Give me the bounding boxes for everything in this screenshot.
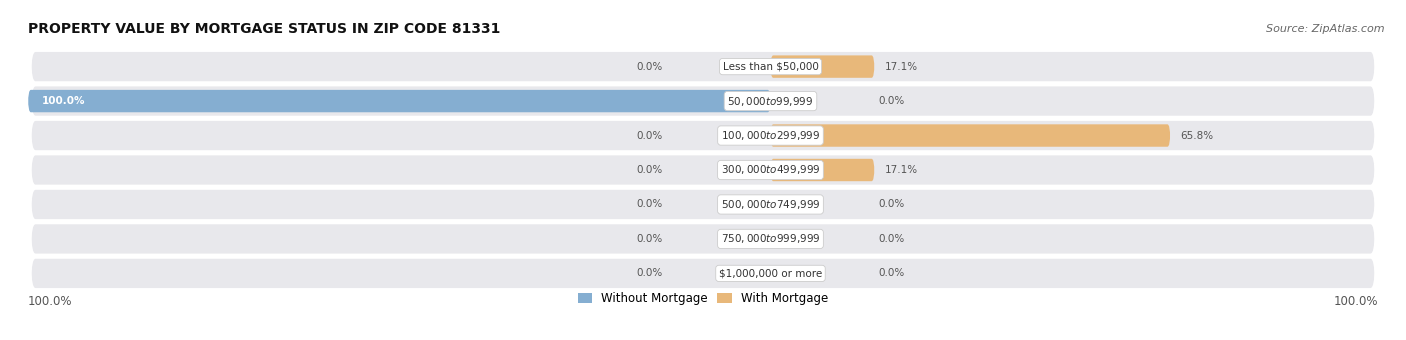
Text: 0.0%: 0.0% bbox=[637, 268, 662, 278]
FancyBboxPatch shape bbox=[28, 90, 770, 112]
FancyBboxPatch shape bbox=[31, 259, 1375, 288]
Legend: Without Mortgage, With Mortgage: Without Mortgage, With Mortgage bbox=[574, 288, 832, 310]
Text: Less than $50,000: Less than $50,000 bbox=[723, 62, 818, 72]
FancyBboxPatch shape bbox=[770, 124, 1170, 147]
FancyBboxPatch shape bbox=[770, 159, 875, 181]
Text: $300,000 to $499,999: $300,000 to $499,999 bbox=[721, 164, 820, 176]
Text: 0.0%: 0.0% bbox=[879, 268, 904, 278]
Text: 0.0%: 0.0% bbox=[637, 200, 662, 209]
FancyBboxPatch shape bbox=[31, 121, 1375, 150]
Text: 100.0%: 100.0% bbox=[1333, 295, 1378, 308]
Text: $100,000 to $299,999: $100,000 to $299,999 bbox=[721, 129, 820, 142]
Text: $50,000 to $99,999: $50,000 to $99,999 bbox=[727, 95, 814, 107]
Text: 0.0%: 0.0% bbox=[879, 234, 904, 244]
Text: Source: ZipAtlas.com: Source: ZipAtlas.com bbox=[1267, 24, 1385, 34]
FancyBboxPatch shape bbox=[31, 86, 1375, 116]
FancyBboxPatch shape bbox=[31, 224, 1375, 254]
Text: $1,000,000 or more: $1,000,000 or more bbox=[718, 268, 823, 278]
Text: 17.1%: 17.1% bbox=[884, 165, 918, 175]
FancyBboxPatch shape bbox=[770, 55, 875, 78]
Text: $500,000 to $749,999: $500,000 to $749,999 bbox=[721, 198, 820, 211]
Text: 65.8%: 65.8% bbox=[1180, 131, 1213, 140]
FancyBboxPatch shape bbox=[31, 52, 1375, 81]
Text: 0.0%: 0.0% bbox=[637, 234, 662, 244]
Text: 0.0%: 0.0% bbox=[879, 200, 904, 209]
Text: 17.1%: 17.1% bbox=[884, 62, 918, 72]
Text: 100.0%: 100.0% bbox=[28, 295, 73, 308]
Text: PROPERTY VALUE BY MORTGAGE STATUS IN ZIP CODE 81331: PROPERTY VALUE BY MORTGAGE STATUS IN ZIP… bbox=[28, 22, 501, 36]
FancyBboxPatch shape bbox=[31, 155, 1375, 185]
FancyBboxPatch shape bbox=[31, 190, 1375, 219]
Text: $750,000 to $999,999: $750,000 to $999,999 bbox=[721, 233, 820, 245]
Text: 0.0%: 0.0% bbox=[879, 96, 904, 106]
Text: 0.0%: 0.0% bbox=[637, 165, 662, 175]
Text: 0.0%: 0.0% bbox=[637, 131, 662, 140]
Text: 0.0%: 0.0% bbox=[637, 62, 662, 72]
Text: 100.0%: 100.0% bbox=[42, 96, 86, 106]
